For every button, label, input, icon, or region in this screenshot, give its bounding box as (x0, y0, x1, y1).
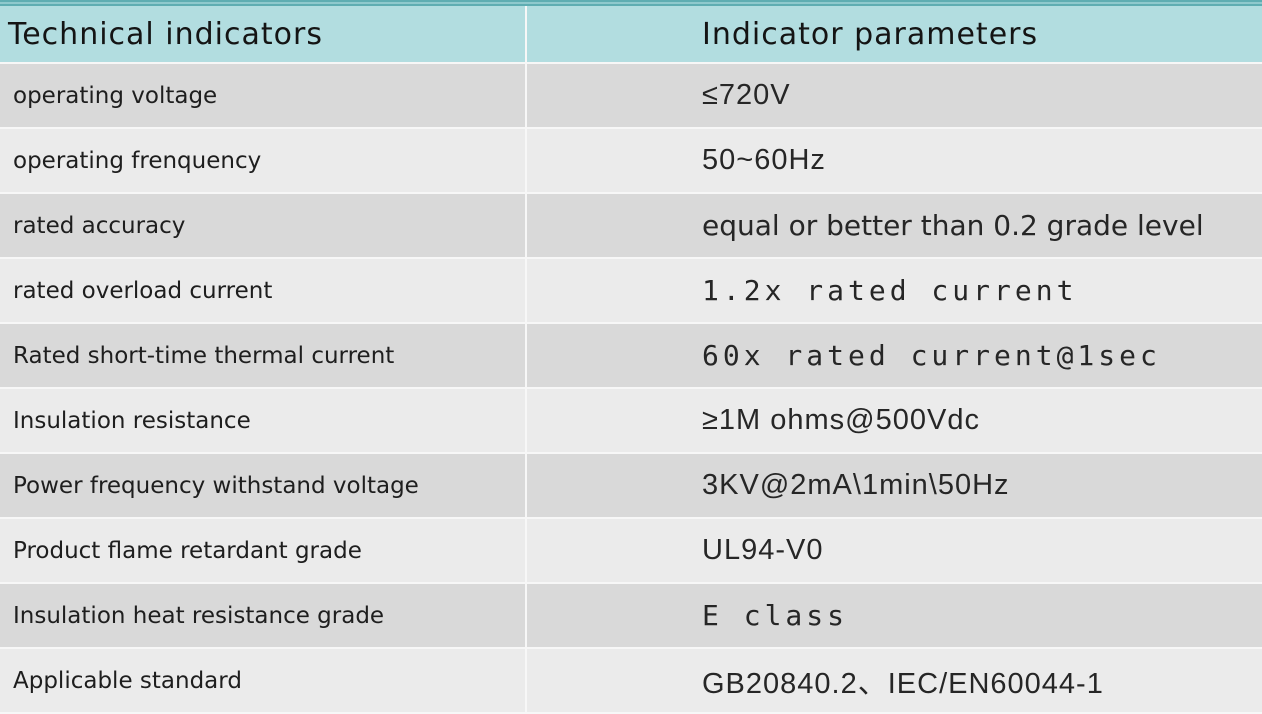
table-body: operating voltage ≤720V operating frenqu… (0, 64, 1262, 712)
table-row: Applicable standard GB20840.2、IEC/EN6004… (0, 649, 1262, 712)
indicator-name-cell: rated accuracy (0, 194, 525, 257)
indicator-name-cell: operating voltage (0, 64, 525, 127)
indicator-name-cell: Applicable standard (0, 649, 525, 712)
indicator-value-cell: 3KV@2mA\1min\50Hz (527, 454, 1262, 517)
indicator-name-cell: rated overload current (0, 259, 525, 322)
indicator-value-cell: GB20840.2、IEC/EN60044-1 (527, 649, 1262, 712)
column-header-indicator-parameters: Indicator parameters (527, 6, 1262, 62)
indicator-name-cell: Power frequency withstand voltage (0, 454, 525, 517)
table-row: operating frenquency 50~60Hz (0, 129, 1262, 192)
indicator-value-cell: ≤720V (527, 64, 1262, 127)
indicator-value-cell: ≥1M ohms@500Vdc (527, 389, 1262, 452)
indicator-name-cell: Product flame retardant grade (0, 519, 525, 582)
table-row: Insulation heat resistance grade E class (0, 584, 1262, 647)
indicator-value-cell: 50~60Hz (527, 129, 1262, 192)
indicator-name-cell: Rated short-time thermal current (0, 324, 525, 387)
indicator-name-cell: Insulation resistance (0, 389, 525, 452)
table-row: rated accuracy equal or better than 0.2 … (0, 194, 1262, 257)
table-row: Rated short-time thermal current 60x rat… (0, 324, 1262, 387)
table-row: Insulation resistance ≥1M ohms@500Vdc (0, 389, 1262, 452)
table-top-accent (0, 0, 1262, 6)
table-row: Product flame retardant grade UL94-V0 (0, 519, 1262, 582)
table-header-row: Technical indicators Indicator parameter… (0, 6, 1262, 62)
indicator-value-cell: equal or better than 0.2 grade level (527, 194, 1262, 257)
table-row: Power frequency withstand voltage 3KV@2m… (0, 454, 1262, 517)
indicator-value-cell: 60x rated current@1sec (527, 324, 1262, 387)
indicator-name-cell: Insulation heat resistance grade (0, 584, 525, 647)
indicator-value-cell: UL94-V0 (527, 519, 1262, 582)
indicator-value-cell: E class (527, 584, 1262, 647)
table-row: rated overload current 1.2x rated curren… (0, 259, 1262, 322)
column-header-technical-indicators: Technical indicators (0, 6, 525, 62)
indicator-value-cell: 1.2x rated current (527, 259, 1262, 322)
table-row: operating voltage ≤720V (0, 64, 1262, 127)
indicator-name-cell: operating frenquency (0, 129, 525, 192)
